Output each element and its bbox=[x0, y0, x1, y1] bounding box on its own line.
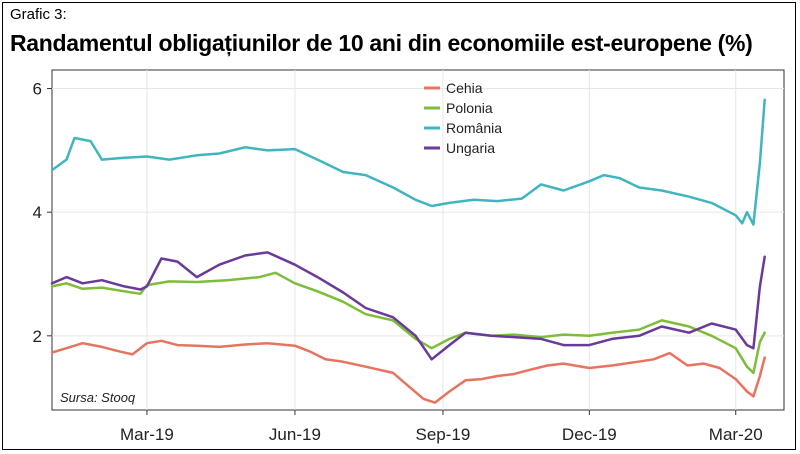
x-tick-label: Mar-20 bbox=[709, 425, 763, 444]
x-tick-label: Sep-19 bbox=[416, 425, 471, 444]
chart-title: Randamentul obligațiunilor de 10 ani din… bbox=[10, 30, 753, 56]
legend-label: România bbox=[446, 120, 502, 136]
y-tick-label: 6 bbox=[33, 80, 42, 99]
legend-label: Cehia bbox=[446, 80, 483, 96]
axes: 2 4 6 Mar-19 Jun-19 Sep-19 Dec-19 Mar-20 bbox=[33, 80, 763, 444]
legend-label: Polonia bbox=[446, 100, 493, 116]
figure-label: Grafic 3: bbox=[10, 6, 67, 23]
x-tick-label: Mar-19 bbox=[120, 425, 174, 444]
plot-area bbox=[51, 69, 785, 411]
series-line-3 bbox=[50, 98, 766, 226]
source-note: Sursa: Stooq bbox=[60, 390, 136, 405]
chart-frame bbox=[2, 2, 796, 450]
x-tick-label: Jun-19 bbox=[269, 425, 321, 444]
grid-lines bbox=[52, 70, 784, 410]
y-tick-label: 2 bbox=[33, 327, 42, 346]
y-tick-label: 4 bbox=[33, 203, 42, 222]
x-tick-label: Dec-19 bbox=[562, 425, 617, 444]
series-line-4 bbox=[50, 251, 766, 361]
series-lines bbox=[50, 98, 766, 404]
series-line-1 bbox=[50, 339, 766, 404]
legend: Cehia Polonia România Ungaria bbox=[424, 80, 502, 156]
legend-label: Ungaria bbox=[446, 140, 495, 156]
